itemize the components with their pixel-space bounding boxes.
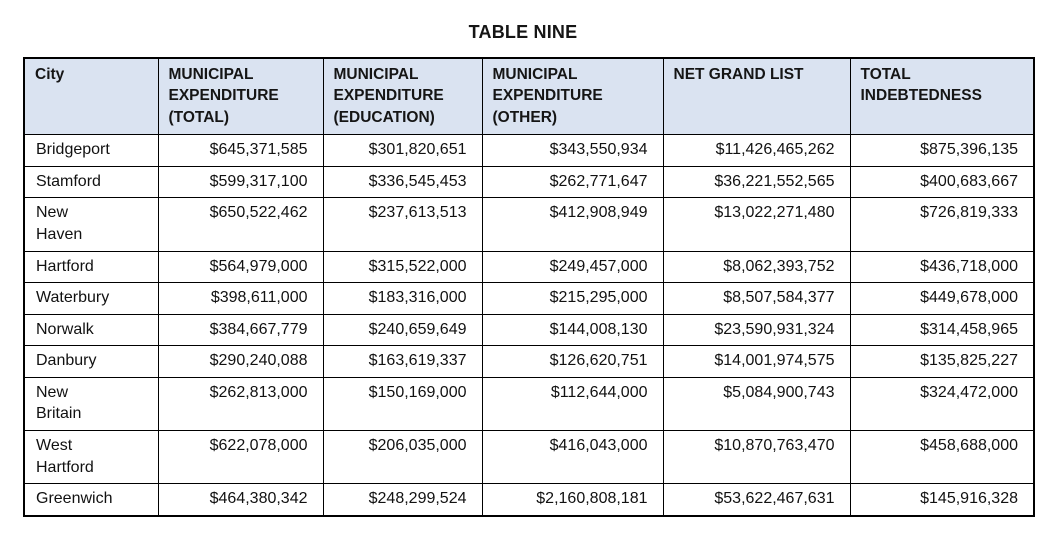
value-cell: $458,688,000	[849, 430, 1035, 485]
column-header-expenditure-education: MUNICIPAL EXPENDITURE (EDUCATION)	[322, 57, 483, 136]
column-header-total-indebtedness: TOTAL INDEBTEDNESS	[849, 57, 1035, 136]
value-cell: $150,169,000	[322, 376, 483, 432]
value-cell: $400,683,667	[849, 165, 1035, 199]
value-cell: $599,317,100	[157, 165, 324, 199]
value-cell: $262,771,647	[481, 165, 664, 199]
value-cell: $314,458,965	[849, 313, 1035, 347]
value-cell: $622,078,000	[157, 430, 324, 485]
value-cell: $449,678,000	[849, 282, 1035, 315]
value-cell: $384,667,779	[157, 313, 324, 347]
value-cell: $112,644,000	[481, 376, 664, 432]
column-header-expenditure-other: MUNICIPAL EXPENDITURE (OTHER)	[481, 57, 664, 136]
value-cell: $336,545,453	[322, 165, 483, 199]
value-cell: $315,522,000	[322, 250, 483, 284]
table-row: Stamford $599,317,100 $336,545,453 $262,771…	[23, 165, 1035, 199]
value-cell: $145,916,328	[849, 483, 1035, 517]
value-cell: $163,619,337	[322, 345, 483, 378]
value-cell: $290,240,088	[157, 345, 324, 378]
value-cell: $183,316,000	[322, 282, 483, 315]
value-cell: $144,008,130	[481, 313, 664, 347]
table-row: Bridgeport $645,371,585 $301,820,651 $343,5…	[23, 134, 1035, 167]
value-cell: $564,979,000	[157, 250, 324, 284]
table-row: New Britain $262,813,000 $150,169,000 $112,…	[23, 376, 1035, 432]
header-row: City MUNICIPAL EXPENDITURE (TOTAL) MUNIC…	[23, 57, 1035, 136]
table-row: Waterbury $398,611,000 $183,316,000 $215,29…	[23, 282, 1035, 315]
table-row: West Hartford $622,078,000 $206,035,000 $41…	[23, 430, 1035, 485]
value-cell: $343,550,934	[481, 134, 664, 167]
value-cell: $13,022,271,480	[662, 197, 851, 252]
value-cell: $11,426,465,262	[662, 134, 851, 167]
value-cell: $53,622,467,631	[662, 483, 851, 517]
value-cell: $650,522,462	[157, 197, 324, 252]
table-row: Hartford $564,979,000 $315,522,000 $249,457…	[23, 250, 1035, 284]
value-cell: $10,870,763,470	[662, 430, 851, 485]
data-table: City MUNICIPAL EXPENDITURE (TOTAL) MUNIC…	[23, 57, 1035, 517]
value-cell: $464,380,342	[157, 483, 324, 517]
value-cell: $14,001,974,575	[662, 345, 851, 378]
city-cell: West Hartford	[23, 430, 159, 485]
column-header-net-grand-list: NET GRAND LIST	[662, 57, 851, 136]
city-cell: Norwalk	[23, 313, 159, 347]
table-header: City MUNICIPAL EXPENDITURE (TOTAL) MUNIC…	[23, 57, 1035, 136]
page-title: TABLE NINE	[468, 22, 578, 42]
value-cell: $126,620,751	[481, 345, 664, 378]
value-cell: $262,813,000	[157, 376, 324, 432]
column-header-expenditure-total: MUNICIPAL EXPENDITURE (TOTAL)	[157, 57, 324, 136]
value-cell: $726,819,333	[849, 197, 1035, 252]
city-cell: Bridgeport	[23, 134, 159, 167]
table-row: Danbury $290,240,088 $163,619,337 $126,620,…	[23, 345, 1035, 378]
table-row: Greenwich $464,380,342 $248,299,524 $2,160,…	[23, 483, 1035, 517]
value-cell: $36,221,552,565	[662, 165, 851, 199]
value-cell: $8,507,584,377	[662, 282, 851, 315]
value-cell: $248,299,524	[322, 483, 483, 517]
city-cell: Stamford	[23, 165, 159, 199]
city-cell: Danbury	[23, 345, 159, 378]
value-cell: $5,084,900,743	[662, 376, 851, 432]
value-cell: $398,611,000	[157, 282, 324, 315]
value-cell: $2,160,808,181	[481, 483, 664, 517]
city-cell: Greenwich	[23, 483, 159, 517]
value-cell: $23,590,931,324	[662, 313, 851, 347]
city-cell: New Haven	[23, 197, 159, 252]
table-row: Norwalk $384,667,779 $240,659,649 $144,008,…	[23, 313, 1035, 347]
value-cell: $237,613,513	[322, 197, 483, 252]
value-cell: $240,659,649	[322, 313, 483, 347]
value-cell: $645,371,585	[157, 134, 324, 167]
value-cell: $8,062,393,752	[662, 250, 851, 284]
table-body: Bridgeport $645,371,585 $301,820,651 $343,5…	[23, 134, 1035, 517]
value-cell: $436,718,000	[849, 250, 1035, 284]
value-cell: $416,043,000	[481, 430, 664, 485]
city-cell: Waterbury	[23, 282, 159, 315]
value-cell: $249,457,000	[481, 250, 664, 284]
value-cell: $412,908,949	[481, 197, 664, 252]
value-cell: $206,035,000	[322, 430, 483, 485]
value-cell: $324,472,000	[849, 376, 1035, 432]
column-header-city: City	[23, 57, 159, 136]
value-cell: $215,295,000	[481, 282, 664, 315]
value-cell: $875,396,135	[849, 134, 1035, 167]
city-cell: Hartford	[23, 250, 159, 284]
city-cell: New Britain	[23, 376, 159, 432]
value-cell: $301,820,651	[322, 134, 483, 167]
table-row: New Haven $650,522,462 $237,613,513 $412,90…	[23, 197, 1035, 252]
value-cell: $135,825,227	[849, 345, 1035, 378]
